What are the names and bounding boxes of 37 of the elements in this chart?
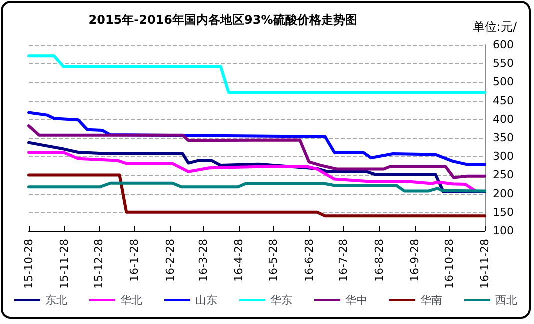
- x-tick-label: 16-6-28: [302, 239, 316, 282]
- y-tick-label: 500: [493, 76, 514, 89]
- x-tick-label: 16-8-28: [372, 239, 386, 282]
- legend-label: 山东: [196, 294, 218, 307]
- y-axis-title: 单位:元/: [472, 20, 518, 34]
- legend-label: 华北: [120, 294, 142, 307]
- legend-label: 华东: [270, 294, 292, 307]
- x-tick-label: 16-1-28: [128, 239, 142, 282]
- x-tick-label: 15-11-28: [58, 239, 72, 289]
- line-series: [28, 151, 476, 192]
- y-tick-label: 400: [493, 112, 514, 126]
- y-tick-label: 300: [493, 150, 514, 164]
- x-tick-label: 16-9-28: [408, 239, 422, 282]
- chart-title: 2015年-2016年国内各地区93%硫酸价格走势图: [88, 13, 358, 27]
- y-tick-label: 200: [493, 187, 514, 200]
- legend-label: 华南: [420, 294, 442, 307]
- legend-label: 西北: [496, 294, 518, 307]
- y-tick-label: 150: [493, 206, 514, 219]
- x-tick-label: 16-11-28: [478, 239, 492, 289]
- y-tick-label: 600: [493, 38, 514, 52]
- legend-label: 东北: [46, 294, 68, 307]
- y-tick-label: 550: [493, 57, 514, 70]
- x-tick-label: 16-4-28: [232, 239, 246, 282]
- x-tick-label: 16-3-28: [197, 239, 210, 282]
- line-series: [28, 182, 486, 193]
- x-tick-label: 15-10-28: [22, 239, 36, 289]
- y-tick-label: 250: [493, 168, 514, 182]
- x-tick-label: 16-10-28: [442, 239, 456, 289]
- legend-label: 华中: [346, 294, 368, 307]
- y-tick-label: 450: [493, 94, 514, 108]
- x-tick-label: 16-7-28: [337, 239, 350, 282]
- x-tick-label: 15-12-28: [92, 239, 106, 289]
- y-tick-label: 350: [493, 132, 514, 144]
- line-series: [28, 124, 486, 180]
- x-tick-label: 16-5-28: [267, 239, 280, 282]
- x-tick-label: 16-2-28: [164, 239, 177, 282]
- y-tick-label: 100: [493, 224, 514, 238]
